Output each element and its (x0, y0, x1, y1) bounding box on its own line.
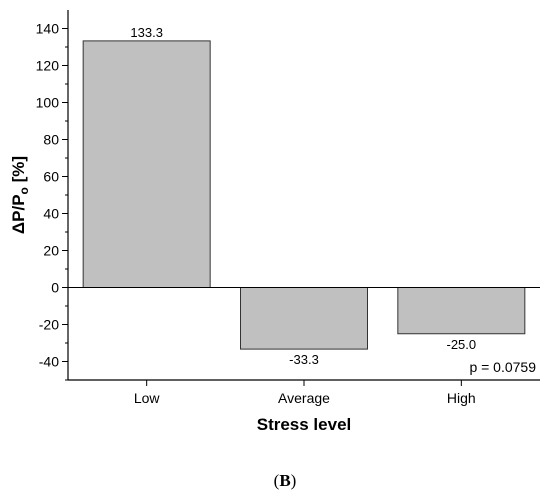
bar-value-label: -33.3 (289, 352, 319, 367)
p-value-annotation: p = 0.0759 (469, 359, 536, 375)
panel-caption-close: ) (291, 471, 297, 490)
y-tick-label: 0 (51, 280, 59, 296)
bar-data-labels: 133.3 -33.3 -25.0 (130, 25, 476, 367)
y-tick-label: 80 (43, 132, 59, 148)
y-axis-title-main: ΔP/P (9, 194, 28, 234)
x-tick-label: High (447, 390, 476, 406)
y-tick-label: 20 (43, 243, 59, 259)
y-axis-ticks: -40 -20 0 20 40 60 80 100 120 140 (36, 21, 68, 381)
bars (82, 40, 526, 350)
x-axis-ticks: Low Average High (134, 380, 476, 406)
panel-caption: (B) (274, 471, 297, 490)
y-axis-title-unit: [%] (9, 156, 28, 187)
y-tick-label: -20 (39, 317, 59, 333)
y-tick-label: 100 (36, 95, 60, 111)
y-axis-title-subscript: o (17, 187, 31, 194)
bar-value-label: 133.3 (130, 25, 163, 40)
y-axis-title: ΔP/Po [%] (9, 156, 31, 234)
y-tick-label: 40 (43, 206, 59, 222)
y-tick-label: 140 (36, 21, 60, 37)
y-tick-label: 60 (43, 169, 59, 185)
x-axis-title: Stress level (257, 415, 352, 434)
x-tick-label: Low (134, 390, 161, 406)
panel-caption-open: ( (274, 471, 280, 490)
x-tick-label: Average (278, 390, 330, 406)
bar-high (397, 287, 526, 335)
bar-average (240, 287, 368, 350)
y-tick-label: 120 (36, 58, 60, 74)
panel-caption-letter: B (279, 471, 290, 490)
y-tick-label: -40 (39, 354, 59, 370)
bar-value-label: -25.0 (447, 337, 477, 352)
bar-low (82, 40, 211, 288)
